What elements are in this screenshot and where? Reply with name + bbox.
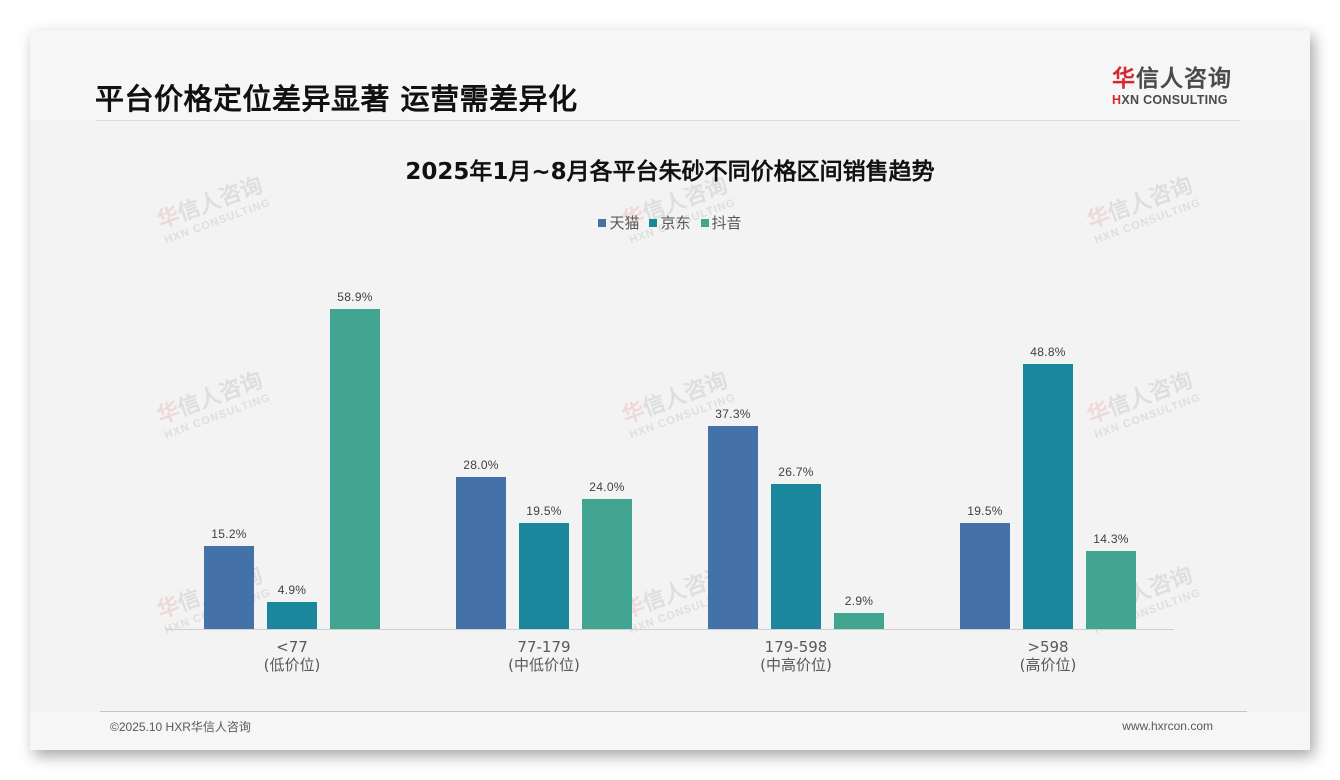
logo-cn: 华信人咨询 <box>1112 66 1232 92</box>
bar <box>834 613 884 629</box>
bar-value-label: 28.0% <box>463 458 499 472</box>
header-divider <box>96 120 1240 121</box>
legend-swatch-icon <box>598 218 607 227</box>
bar <box>582 499 632 629</box>
legend-swatch-icon <box>649 218 658 227</box>
bar-value-label: 2.9% <box>844 594 874 608</box>
bar-value-label: 14.3% <box>1093 532 1129 546</box>
bar-value-label: 26.7% <box>778 465 814 479</box>
x-axis-category-label: <77 (低价位) <box>192 638 392 674</box>
footer-copyright: ©2025.10 HXR华信人咨询 <box>110 720 251 734</box>
bar-value-label: 58.9% <box>337 290 373 304</box>
legend-swatch-icon <box>700 218 709 227</box>
footer-divider <box>100 711 1247 712</box>
bar-value-label: 37.3% <box>715 407 751 421</box>
bar <box>708 426 758 629</box>
footer-band <box>30 712 1310 750</box>
bar-value-label: 19.5% <box>526 504 562 518</box>
x-axis-category-label: >598 (高价位) <box>948 638 1148 674</box>
x-axis-category-label: 179-598 (中高价位) <box>696 638 896 674</box>
bar <box>771 484 821 629</box>
bar-value-label: 24.0% <box>589 480 625 494</box>
bar-value-label: 15.2% <box>211 527 247 541</box>
bar-value-label: 19.5% <box>967 504 1003 518</box>
legend-item-tmall: 天猫 <box>598 212 639 233</box>
page-title: 平台价格定位差异显著 运营需差异化 <box>95 82 578 116</box>
company-logo: 华信人咨询 HXN CONSULTING <box>1112 65 1242 107</box>
bar <box>1023 364 1073 629</box>
category-range: <77 <box>276 638 308 656</box>
chart-legend: 天猫 京东 抖音 <box>30 212 1310 233</box>
bar <box>960 523 1010 629</box>
slide: 平台价格定位差异显著 运营需差异化 华信人咨询 HXN CONSULTING 华… <box>30 30 1310 750</box>
category-tier: (低价位) <box>263 656 321 674</box>
category-tier: (中低价位) <box>508 656 580 674</box>
bar <box>330 309 380 629</box>
bar <box>456 477 506 629</box>
header-band <box>30 30 1310 120</box>
logo-en: HXN CONSULTING <box>1112 93 1228 107</box>
x-axis-line <box>166 629 1174 630</box>
category-tier: (中高价位) <box>760 656 832 674</box>
x-axis-category-label: 77-179 (中低价位) <box>444 638 644 674</box>
footer-website: www.hxrcon.com <box>1122 719 1213 733</box>
category-tier: (高价位) <box>1019 656 1077 674</box>
bar-chart-plot: 15.2% 4.9% 58.9% <77 (低价位) 28.0% 19.5% 24.0% 77-… <box>166 270 1174 674</box>
bar-value-label: 4.9% <box>277 583 307 597</box>
legend-item-douyin: 抖音 <box>700 212 742 233</box>
bar <box>519 523 569 629</box>
category-range: 179-598 <box>764 638 828 656</box>
bar <box>1086 551 1136 629</box>
bar <box>204 546 254 629</box>
bar-value-label: 48.8% <box>1030 345 1066 359</box>
chart-title: 2025年1月~8月各平台朱砂不同价格区间销售趋势 <box>405 159 935 185</box>
category-range: >598 <box>1027 638 1069 656</box>
category-range: 77-179 <box>517 638 571 656</box>
bar <box>267 602 317 629</box>
legend-item-jd: 京东 <box>649 212 691 233</box>
